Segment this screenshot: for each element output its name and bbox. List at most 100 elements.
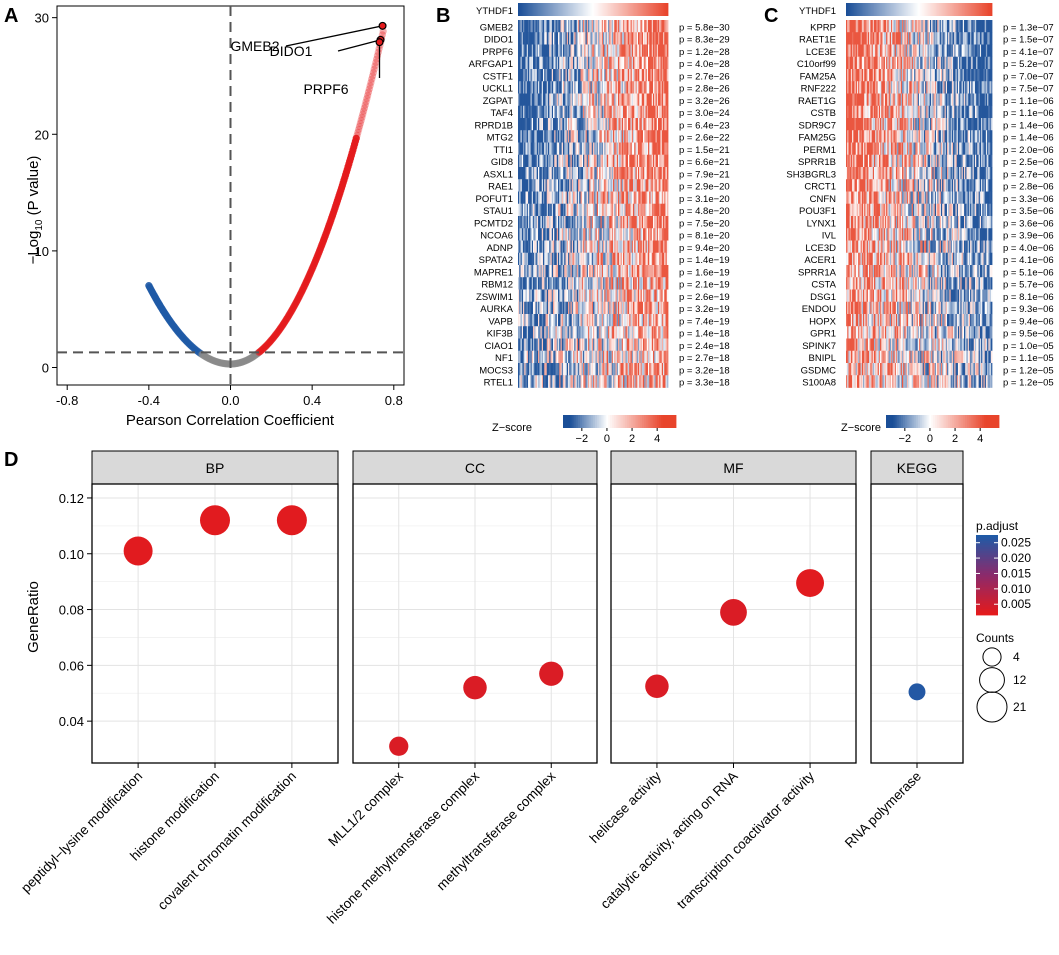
heatmap-cell <box>529 252 531 266</box>
heatmap-cell <box>584 252 586 266</box>
heatmap-cell <box>638 350 640 364</box>
heatmap-cell <box>593 179 595 192</box>
heatmap-cell <box>655 326 658 339</box>
heatmap-cell <box>600 44 603 58</box>
heatmap-cell <box>644 228 646 241</box>
heatmap-cell <box>645 277 648 290</box>
heatmap-cell <box>559 350 561 364</box>
heatmap-cell <box>600 252 603 266</box>
heatmap-cell <box>564 314 566 327</box>
heatmap-cell <box>645 265 648 278</box>
heatmap-cell <box>548 350 550 364</box>
heatmap-cell <box>609 81 611 94</box>
heatmap-cell <box>628 167 630 180</box>
heatmap-cell <box>621 228 624 241</box>
heatmap-cell <box>536 105 539 119</box>
heatmap-header-cell <box>625 3 628 16</box>
volcano-x-tick-label: 0.4 <box>303 393 321 408</box>
heatmap-cell <box>641 289 644 303</box>
heatmap-cell <box>598 32 600 45</box>
heatmap-cell <box>640 154 643 168</box>
heatmap-cell <box>565 350 568 364</box>
heatmap-cell <box>559 252 561 266</box>
heatmap-cell <box>558 142 560 156</box>
heatmap-cell <box>543 203 545 217</box>
heatmap-cell <box>651 20 654 33</box>
heatmap-cell <box>626 350 629 364</box>
heatmap-cell <box>574 69 576 82</box>
heatmap-cell <box>660 69 663 82</box>
heatmap-cell <box>558 289 560 303</box>
heatmap-cell <box>528 289 530 303</box>
heatmap-cell <box>566 154 569 168</box>
heatmap-cell <box>575 289 578 303</box>
heatmap-cell <box>615 228 618 241</box>
heatmap-cell <box>623 228 625 241</box>
heatmap-cell <box>649 44 651 58</box>
heatmap-cell <box>655 228 658 241</box>
heatmap-cell <box>648 154 650 168</box>
heatmap-cell <box>581 228 584 241</box>
heatmap-cell <box>523 32 525 45</box>
heatmap-cell <box>645 191 648 205</box>
heatmap-header-cell <box>580 3 583 16</box>
heatmap-cell <box>583 240 585 254</box>
heatmap-cell <box>654 56 656 70</box>
heatmap-cell <box>520 301 523 315</box>
heatmap-cell <box>620 93 623 107</box>
heatmap-cell <box>525 338 528 352</box>
heatmap-cell <box>633 56 635 70</box>
heatmap-cell <box>595 191 598 205</box>
heatmap-cell <box>543 20 545 33</box>
heatmap-cell <box>538 105 540 119</box>
heatmap-cell <box>653 154 655 168</box>
heatmap-cell <box>665 216 668 229</box>
heatmap-cell <box>635 314 638 327</box>
heatmap-cell <box>585 203 588 217</box>
heatmap-cell <box>584 105 586 119</box>
heatmap-cell <box>521 240 524 254</box>
heatmap-cell <box>614 179 616 192</box>
heatmap-cell <box>636 118 639 131</box>
heatmap-cell <box>576 142 579 156</box>
heatmap-cell <box>618 191 620 205</box>
heatmap-cell <box>641 130 644 143</box>
heatmap-cell <box>623 191 625 205</box>
heatmap-cell <box>658 289 660 303</box>
heatmap-p-value: p = 6.6e−21 <box>679 157 730 168</box>
heatmap-cell <box>645 32 648 45</box>
heatmap-cell <box>601 179 604 192</box>
heatmap-cell <box>639 228 641 241</box>
heatmap-cell <box>644 81 646 94</box>
heatmap-cell <box>579 118 581 131</box>
heatmap-cell <box>556 20 559 33</box>
heatmap-cell <box>616 350 619 364</box>
heatmap-cell <box>561 338 564 352</box>
heatmap-header-cell <box>598 3 600 16</box>
heatmap-cell <box>540 167 543 180</box>
heatmap-cell <box>549 265 551 278</box>
heatmap-cell <box>664 93 666 107</box>
heatmap-cell <box>650 56 653 70</box>
heatmap-cell <box>586 179 589 192</box>
heatmap-header-cell <box>578 3 580 16</box>
heatmap-cell <box>664 326 666 339</box>
heatmap-cell <box>641 56 644 70</box>
heatmap-cell <box>633 69 635 82</box>
heatmap-cell <box>525 44 528 58</box>
heatmap-cell <box>609 216 611 229</box>
heatmap-cell <box>630 191 633 205</box>
heatmap-cell <box>548 93 550 107</box>
heatmap-cell <box>563 130 565 143</box>
heatmap-cell <box>585 216 588 229</box>
heatmap-cell <box>613 240 615 254</box>
heatmap-cell <box>661 326 664 339</box>
heatmap-cell <box>648 69 650 82</box>
heatmap-cell <box>599 350 601 364</box>
heatmap-cell <box>525 32 528 45</box>
heatmap-cell <box>649 265 651 278</box>
heatmap-cell <box>519 93 521 107</box>
heatmap-cell <box>536 167 539 180</box>
heatmap-cell <box>634 228 636 241</box>
heatmap-cell <box>656 277 659 290</box>
